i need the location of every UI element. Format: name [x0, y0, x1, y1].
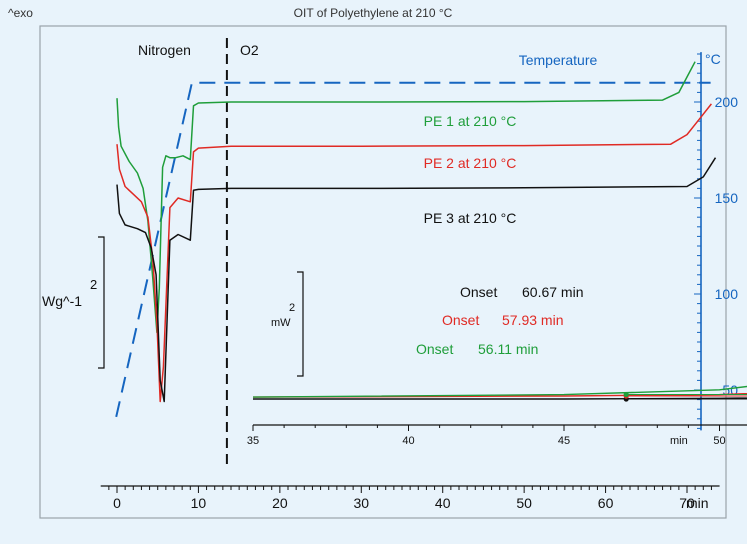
celsius-label: °C [705, 51, 721, 67]
inset-x-tick-label: 35 [247, 435, 259, 447]
main-x-unit-label: min [686, 495, 709, 511]
main-x-tick-label: 20 [272, 495, 288, 511]
chart-title: OIT of Polyethylene at 210 °C [294, 6, 453, 20]
pe1-label: PE 1 at 210 °C [424, 113, 517, 129]
inset-curve-black [253, 397, 747, 400]
main-x-tick-label: 70 [679, 495, 695, 511]
inset-x-unit-label: min [670, 435, 688, 447]
pe2-curve [116, 103, 712, 403]
pe3-label: PE 3 at 210 °C [424, 210, 517, 226]
pe2-label: PE 2 at 210 °C [424, 155, 517, 171]
inset-series-group [252, 385, 747, 402]
inset-x-tick-label: 40 [402, 435, 414, 447]
main-x-tick-label: 60 [598, 495, 614, 511]
o2-label: O2 [240, 42, 259, 58]
onset-green-label: Onset [416, 341, 453, 357]
inset-x-tick-label: 45 [558, 435, 570, 447]
temperature-label: Temperature [519, 52, 598, 68]
left-scale-bar: 2 Wg^-1 [42, 236, 105, 369]
main-x-tick-label: 30 [353, 495, 369, 511]
inset-x-axis: 354045505560min [247, 424, 747, 447]
onset-black-label: Onset [460, 284, 497, 300]
onset-black-value: 60.67 min [522, 284, 583, 300]
left-scale-unit: Wg^-1 [42, 293, 82, 309]
left-scale-bracket [98, 236, 105, 369]
inset-curve-green [252, 385, 747, 398]
inset-scale-bracket [297, 271, 304, 377]
main-x-tick-label: 10 [191, 495, 207, 511]
temperature-line [115, 81, 711, 418]
inset-scale-unit: mW [271, 317, 291, 329]
main-x-tick-label: 50 [516, 495, 532, 511]
inset-x-tick-label: 50 [713, 435, 725, 447]
pe3-curve [116, 157, 717, 403]
onset-green-value: 56.11 min [478, 341, 538, 357]
main-x-tick-label: 40 [435, 495, 451, 511]
onset-labels: Onset 60.67 min Onset 57.93 min Onset 56… [416, 284, 583, 357]
temperature-tick-label: 200 [715, 94, 739, 110]
inset-scale-value: 2 [289, 302, 295, 314]
onset-red-label: Onset [442, 312, 479, 328]
exo-label: ^exo [8, 6, 33, 20]
main-series-group [115, 61, 717, 418]
temperature-tick-label: 150 [715, 190, 739, 206]
onset-red-value: 57.93 min [502, 312, 563, 328]
inset-scale-bar: 2 mW [271, 271, 304, 377]
left-scale-value: 2 [90, 277, 97, 292]
temperature-tick-label: 100 [715, 286, 739, 302]
main-x-tick-label: 0 [113, 495, 121, 511]
nitrogen-label: Nitrogen [138, 42, 191, 58]
pe1-curve [116, 61, 696, 334]
inset-marker-start-green [623, 391, 629, 398]
